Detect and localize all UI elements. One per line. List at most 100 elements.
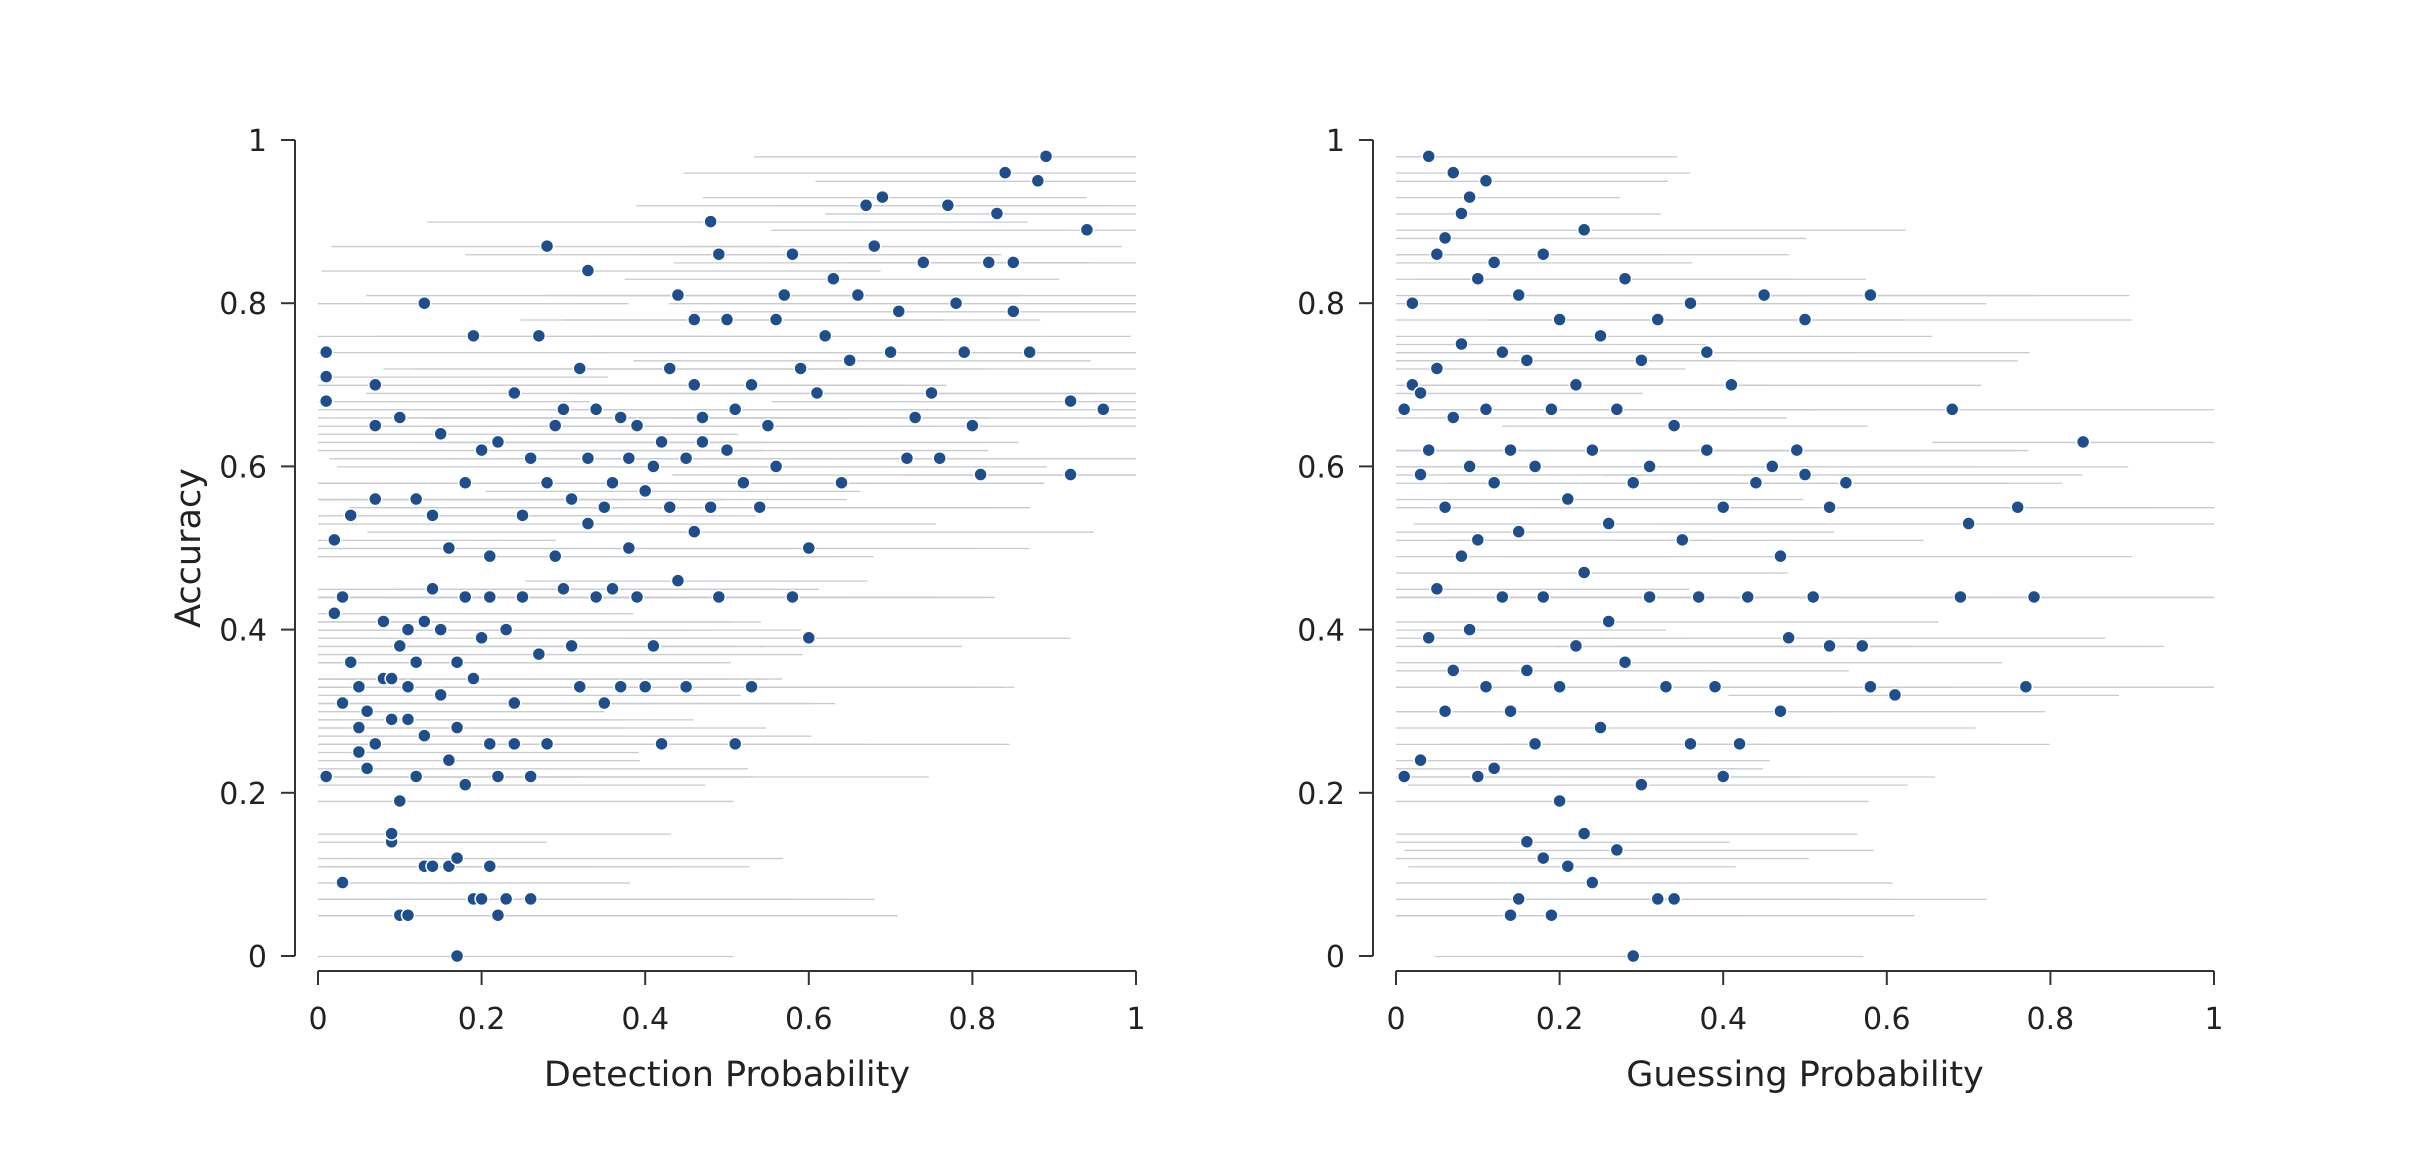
data-point (1503, 442, 1518, 458)
data-point (1666, 418, 1682, 433)
data-point (1666, 891, 1682, 907)
data-point (899, 450, 915, 466)
data-point (1437, 499, 1453, 515)
data-point (1462, 622, 1477, 637)
detection-probability-panel: 0 0.2 0.4 0.6 0.8 1 0 0.2 0.4 0.6 0.8 1 Detection P… (169, 124, 1146, 1095)
data-point (1609, 842, 1625, 858)
data-point (703, 499, 718, 515)
data-point (662, 361, 677, 376)
data-point (572, 361, 588, 376)
data-point (335, 589, 350, 605)
data-point (1503, 907, 1518, 923)
data-point (1527, 459, 1543, 474)
data-point (1544, 907, 1559, 923)
data-point (768, 312, 784, 327)
data-point (433, 622, 448, 637)
data-point (1063, 467, 1078, 482)
data-point (1478, 402, 1494, 417)
data-point (1756, 287, 1772, 303)
data-point (1470, 769, 1486, 784)
data-point (1096, 402, 1111, 417)
data-point (956, 344, 972, 360)
data-point (449, 654, 465, 670)
data-point (539, 736, 555, 752)
data-point (744, 679, 759, 694)
data-point (368, 736, 383, 752)
data-point (1953, 589, 1968, 605)
data-points (318, 149, 1111, 964)
data-point (1732, 736, 1747, 752)
data-point (1789, 442, 1805, 458)
data-point (1560, 858, 1576, 874)
data-point (351, 679, 367, 694)
data-point (973, 467, 988, 482)
data-point (498, 891, 514, 907)
data-point (1576, 826, 1592, 841)
data-point (1511, 287, 1526, 303)
data-point (1609, 402, 1625, 417)
data-point (1585, 875, 1600, 890)
data-point (1887, 687, 1903, 703)
data-point (834, 475, 849, 490)
data-point (1773, 703, 1788, 719)
data-point (466, 671, 481, 686)
data-point (875, 189, 890, 205)
data-point (556, 581, 571, 597)
data-point (1699, 344, 1715, 360)
data-point (826, 271, 841, 286)
data-point (752, 499, 767, 515)
data-point (392, 410, 408, 425)
data-point (474, 891, 489, 907)
x-tick-label: 0.4 (621, 1002, 669, 1037)
data-point (1446, 663, 1461, 678)
data-point (1855, 638, 1870, 654)
data-point (1822, 499, 1837, 515)
data-point (801, 630, 817, 646)
data-point (1454, 548, 1469, 564)
data-point (989, 206, 1005, 221)
data-point (1495, 344, 1510, 360)
data-point (1511, 891, 1526, 907)
data-point (687, 312, 702, 327)
data-point (1568, 377, 1584, 393)
data-point (343, 654, 358, 670)
data-point (662, 499, 677, 515)
data-point (1805, 589, 1821, 605)
data-point (1715, 499, 1731, 515)
data-point (1675, 532, 1690, 548)
data-point (1601, 614, 1616, 629)
data-point (760, 418, 776, 433)
data-point (400, 907, 416, 923)
data-point (1552, 312, 1567, 327)
data-point (727, 402, 743, 417)
data-point (695, 410, 710, 425)
data-point (605, 475, 620, 490)
data-point (1781, 630, 1796, 646)
data-point (433, 426, 448, 442)
data-point (490, 769, 506, 784)
data-point (384, 712, 399, 727)
data-point (564, 491, 579, 507)
y-tick-label: 0.4 (1297, 614, 1345, 649)
data-point (417, 728, 432, 743)
data-point (1519, 663, 1535, 678)
data-point (1470, 271, 1486, 286)
data-point (1699, 442, 1715, 458)
y-tick-label: 1 (248, 124, 267, 159)
data-point (1079, 222, 1095, 238)
data-point (556, 402, 571, 417)
data-point (597, 499, 612, 515)
data-point (744, 377, 759, 393)
data-point (637, 679, 653, 694)
data-point (654, 736, 669, 752)
data-point (2026, 589, 2042, 605)
data-point (547, 418, 563, 433)
data-point (646, 459, 661, 474)
data-point (883, 344, 898, 360)
data-point (1446, 165, 1461, 180)
data-point (384, 671, 399, 686)
data-point (703, 214, 718, 229)
data-point (1413, 467, 1428, 482)
data-point (727, 736, 743, 752)
data-point (1038, 149, 1054, 164)
